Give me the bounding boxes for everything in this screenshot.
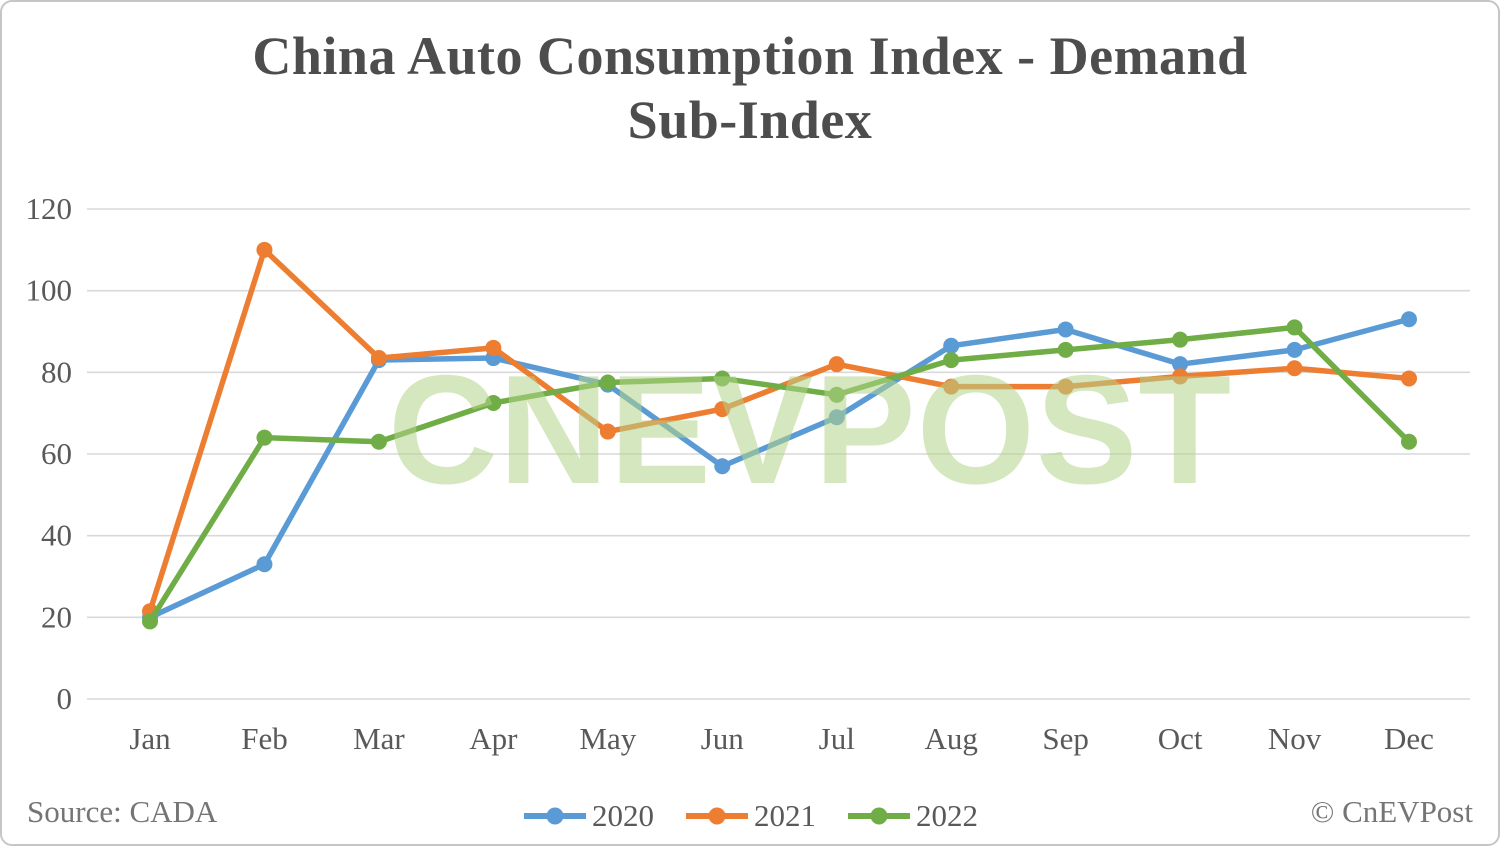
x-axis-label-Nov: Nov	[1268, 721, 1322, 756]
x-axis-label-Dec: Dec	[1384, 721, 1434, 756]
series-2022-marker-Nov	[1286, 319, 1303, 336]
chart-title-line2: Sub-Index	[627, 90, 873, 150]
series-2022-marker-Apr	[485, 394, 502, 411]
x-axis-label-Feb: Feb	[241, 721, 288, 756]
legend-swatch-2020-icon	[524, 807, 586, 825]
series-2020-marker-Oct	[1172, 356, 1189, 373]
series-2022-marker-Jun	[714, 370, 731, 387]
series-2021-marker-Jul	[828, 356, 845, 373]
series-2020-marker-Jun	[714, 458, 731, 475]
x-axis-label-Jun: Jun	[701, 721, 745, 756]
legend-swatch-2022-icon	[848, 807, 910, 825]
series-2021-marker-Nov	[1286, 360, 1303, 377]
series-2020-line	[147, 316, 1412, 621]
series-2022-marker-Dec	[1400, 433, 1417, 450]
y-axis-label-0: 0	[57, 681, 73, 716]
y-axis-label-80: 80	[41, 354, 72, 389]
series-2020-marker-Jul	[828, 409, 845, 426]
series-2021-marker-Sep	[1057, 378, 1074, 395]
legend-label-2022: 2022	[916, 798, 978, 833]
legend-label-2020: 2020	[592, 798, 654, 833]
series-2021-marker-Feb	[256, 241, 273, 258]
legend-item-2022: 2022	[846, 798, 978, 834]
series-2021-marker-Jun	[714, 401, 731, 418]
series-2021-marker-Aug	[943, 378, 960, 395]
series-2021-marker-Mar	[370, 350, 387, 367]
series-2022-marker-Aug	[943, 352, 960, 369]
x-axis-label-Oct: Oct	[1158, 721, 1203, 756]
series-2020-marker-Dec	[1400, 311, 1417, 328]
x-axis-label-Jul: Jul	[819, 721, 855, 756]
x-axis-label-Aug: Aug	[924, 721, 977, 756]
x-axis-label-Mar: Mar	[353, 721, 405, 756]
series-2021-marker-Apr	[485, 339, 502, 356]
series-2020-marker-Sep	[1057, 321, 1074, 338]
series-2022-marker-Jan	[142, 613, 158, 630]
y-axis-label-20: 20	[41, 599, 72, 634]
y-axis-label-100: 100	[26, 273, 73, 308]
x-axis-label-Apr: Apr	[469, 721, 518, 756]
series-2022-marker-Jul	[828, 386, 845, 403]
x-axis-label-Jan: Jan	[129, 721, 171, 756]
series-2022-marker-Mar	[370, 433, 387, 450]
chart-title-line1: China Auto Consumption Index - Demand	[252, 26, 1248, 86]
chart-title: China Auto Consumption Index - Demand Su…	[2, 24, 1498, 152]
y-axis-label-40: 40	[41, 518, 72, 553]
copyright-label: © CnEVPost	[1310, 794, 1473, 829]
series-2022-line	[147, 324, 1412, 625]
series-2021-marker-Dec	[1400, 370, 1417, 387]
series-2022-marker-May	[599, 374, 616, 391]
series-2021-marker-Oct	[1172, 368, 1189, 385]
source-label: Source: CADA	[27, 794, 218, 829]
series-2022-marker-Sep	[1057, 341, 1074, 358]
series-2021-marker-May	[599, 423, 616, 440]
legend-label-2021: 2021	[754, 798, 816, 833]
legend-swatch-2021-icon	[686, 807, 748, 825]
series-2022-marker-Oct	[1172, 331, 1189, 348]
x-axis-label-Sep: Sep	[1042, 721, 1089, 756]
series-2020-marker-Nov	[1286, 341, 1303, 358]
series-2022-marker-Feb	[256, 429, 273, 446]
legend-item-2021: 2021	[684, 798, 816, 834]
y-axis-label-60: 60	[41, 436, 72, 471]
y-axis-label-120: 120	[26, 191, 73, 226]
chart-legend: 2020 2021 2022	[2, 798, 1498, 834]
series-2020-marker-Feb	[256, 556, 273, 573]
legend-item-2020: 2020	[522, 798, 654, 834]
x-axis-label-May: May	[579, 721, 636, 756]
series-2020-marker-Aug	[943, 337, 960, 354]
